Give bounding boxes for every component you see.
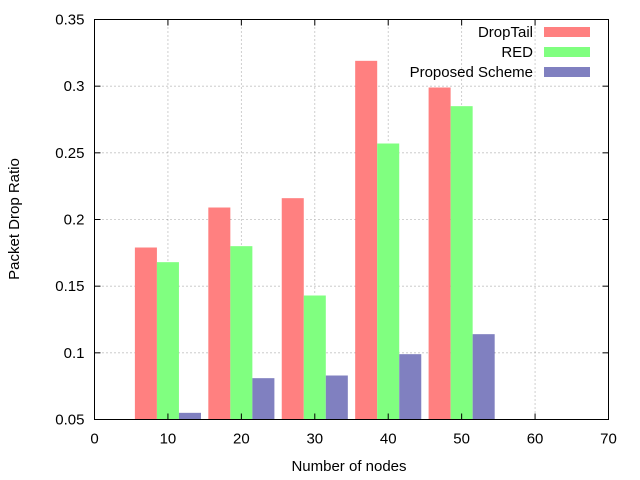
- x-axis-label: Number of nodes: [291, 458, 406, 475]
- x-tick-label: 0: [90, 431, 98, 448]
- bar-droptail-40: [355, 60, 378, 420]
- bar-droptail-20: [208, 207, 231, 420]
- legend-label: Proposed Scheme: [410, 64, 533, 81]
- bar-red-30: [303, 295, 326, 420]
- x-tick-label: 20: [233, 431, 250, 448]
- x-tick-label: 10: [160, 431, 177, 448]
- bar-red-20: [230, 246, 253, 420]
- y-tick-label: 0.35: [55, 12, 84, 29]
- y-tick-label: 0.05: [55, 412, 84, 429]
- bar-proposed-scheme-20: [252, 378, 275, 420]
- x-tick-label: 50: [453, 431, 470, 448]
- x-tick-labels: 0 10 20 30 40 50 60 70: [90, 431, 617, 448]
- y-tick-labels: 0.05 0.1 0.15 0.2 0.25 0.3 0.35: [55, 12, 84, 429]
- y-tick-label: 0.3: [64, 78, 85, 95]
- legend-label: DropTail: [478, 24, 533, 41]
- x-tick-label: 40: [380, 431, 397, 448]
- legend-label: RED: [501, 44, 533, 61]
- y-tick-label: 0.2: [64, 212, 85, 229]
- bar-proposed-scheme-40: [399, 354, 422, 420]
- bar-proposed-scheme-50: [472, 334, 495, 420]
- legend-swatch: [544, 67, 590, 77]
- bar-red-10: [156, 262, 179, 420]
- x-tick-label: 30: [306, 431, 323, 448]
- bar-droptail-30: [281, 198, 304, 420]
- y-tick-label: 0.1: [64, 345, 85, 362]
- bar-red-40: [377, 143, 400, 420]
- bars: [134, 60, 495, 420]
- x-tick-label: 60: [527, 431, 544, 448]
- y-axis-label: Packet Drop Ratio: [6, 158, 23, 280]
- bar-red-50: [450, 106, 473, 420]
- bar-proposed-scheme-10: [178, 412, 201, 420]
- bar-proposed-scheme-30: [325, 375, 348, 420]
- x-tick-label: 70: [600, 431, 617, 448]
- y-tick-label: 0.15: [55, 278, 84, 295]
- legend-swatch: [544, 47, 590, 57]
- bar-droptail-10: [134, 247, 157, 420]
- y-tick-label: 0.25: [55, 145, 84, 162]
- legend: DropTail RED Proposed Scheme: [410, 24, 590, 81]
- legend-swatch: [544, 27, 590, 37]
- axis-ticks: [94, 19, 609, 420]
- bar-droptail-50: [428, 87, 451, 420]
